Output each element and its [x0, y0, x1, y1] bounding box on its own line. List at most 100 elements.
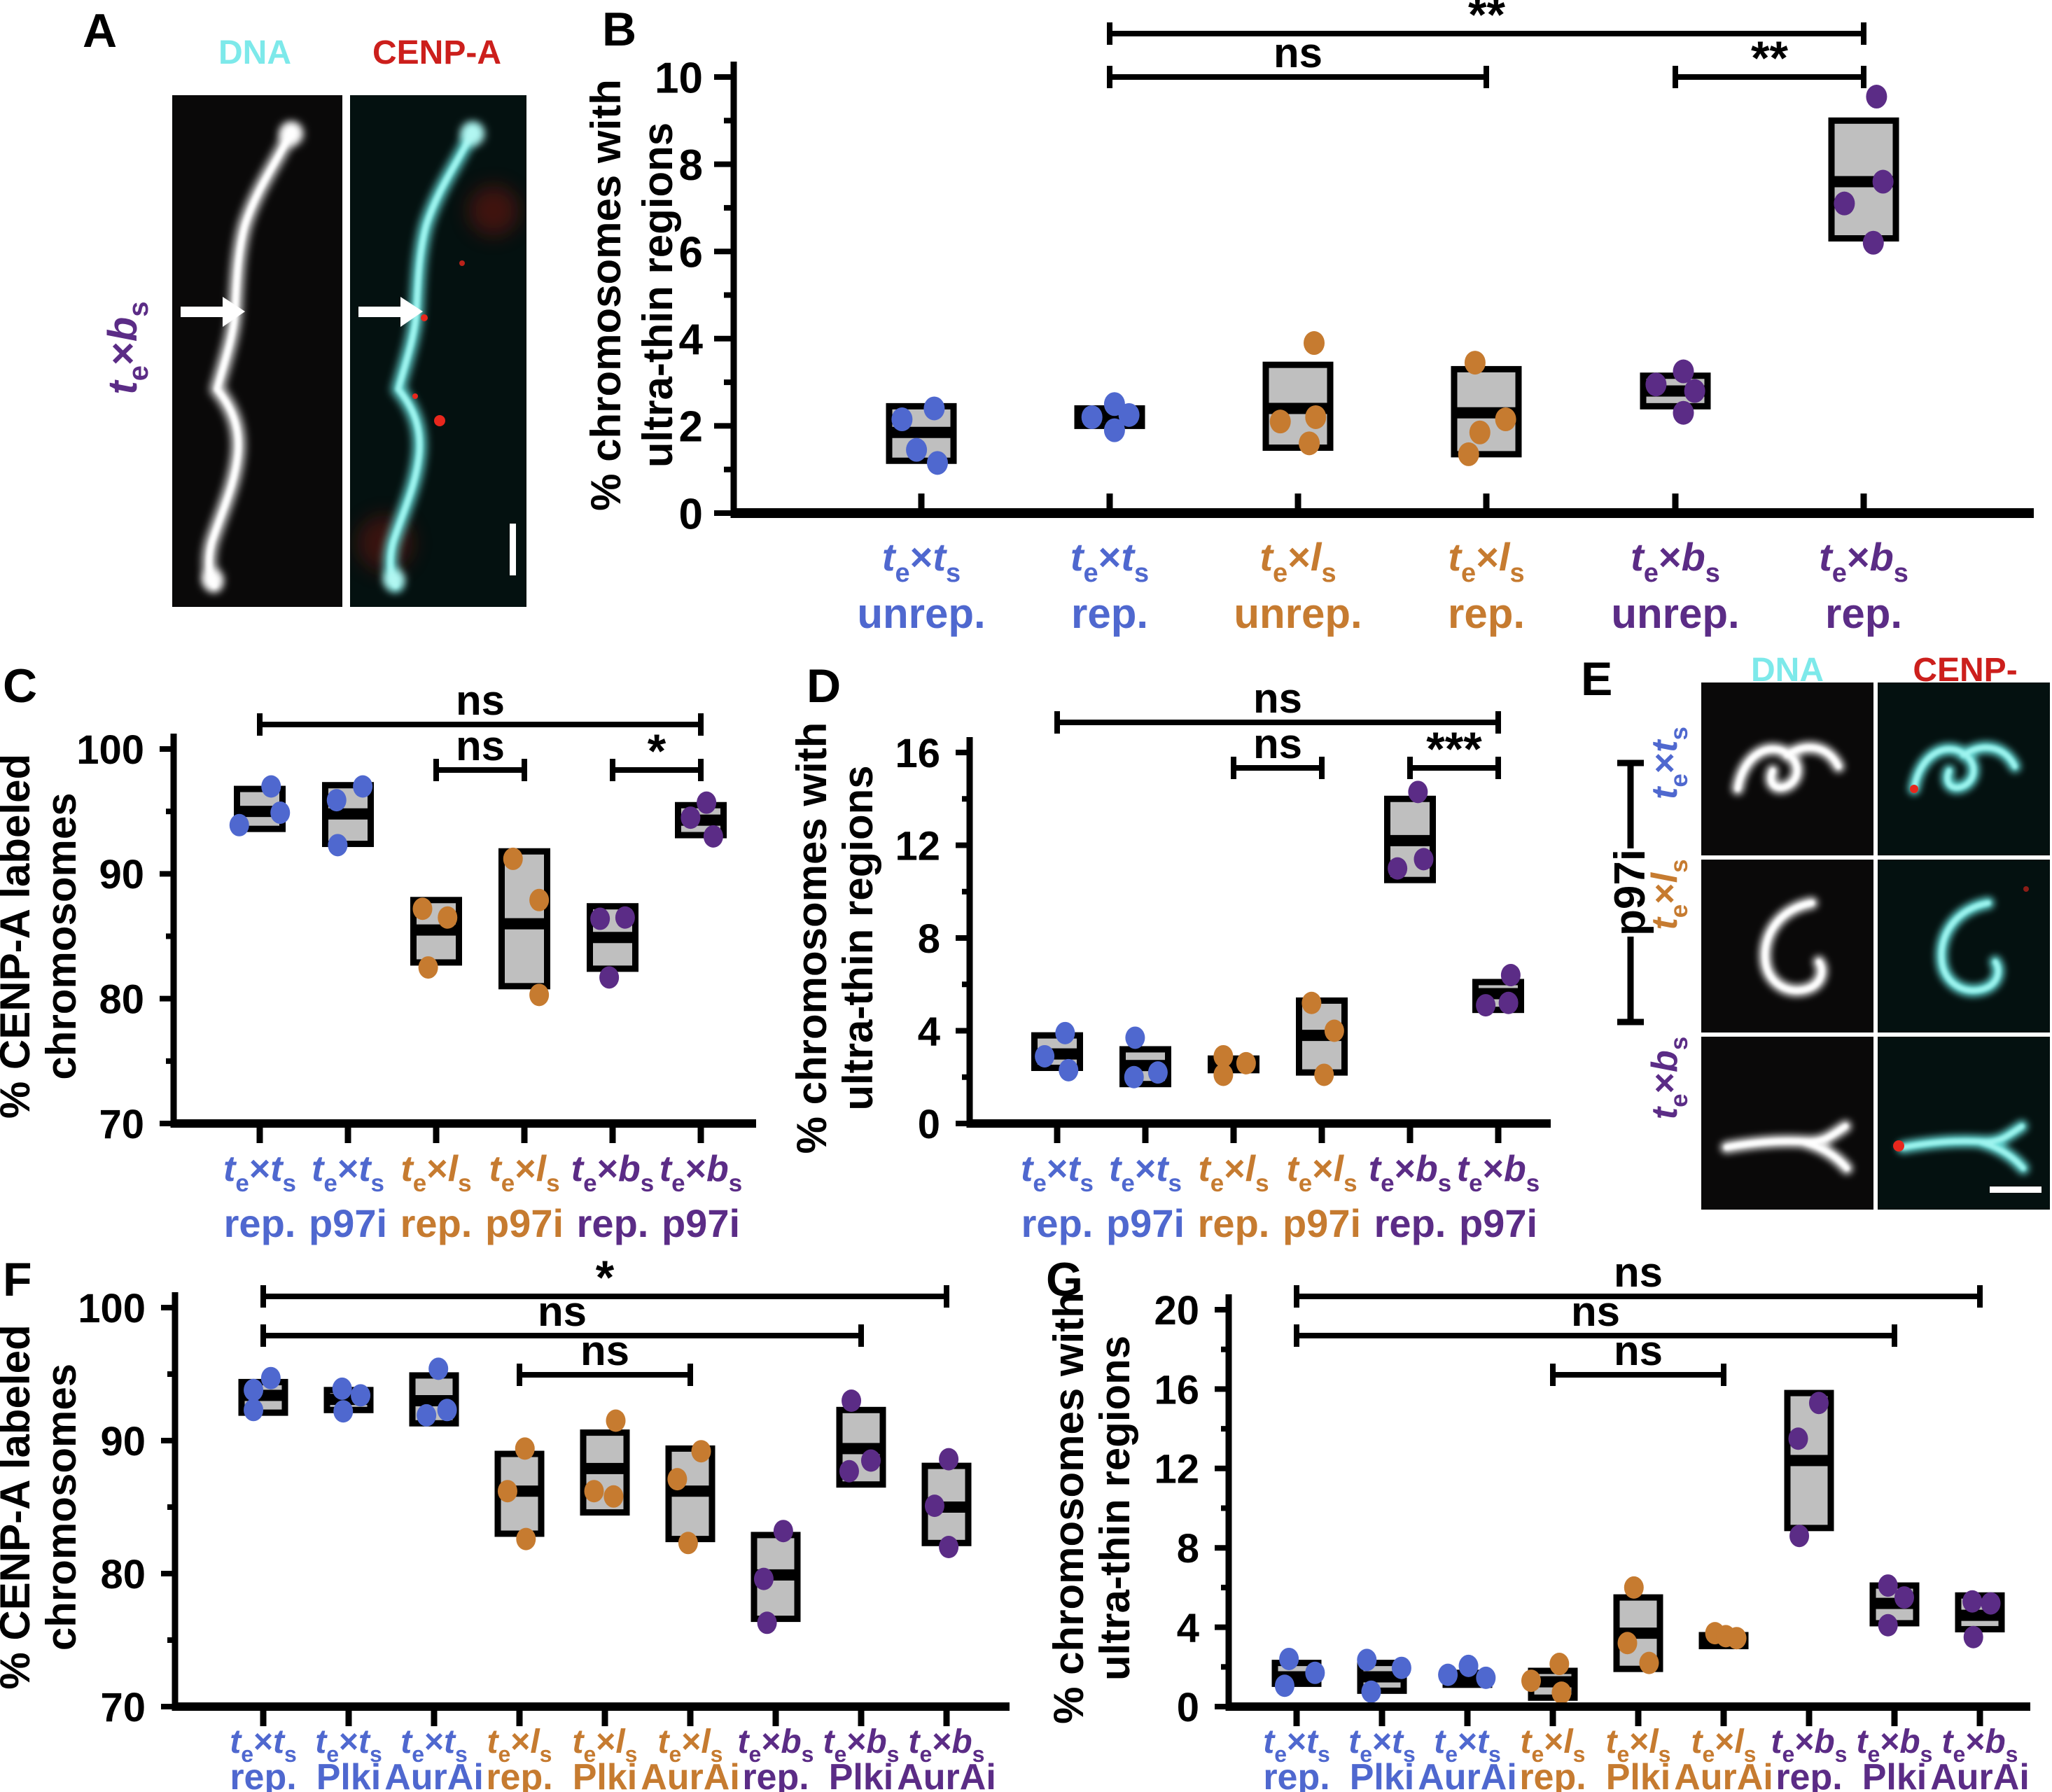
panel-e-micrograph-row2-cenpa [1878, 860, 2050, 1032]
data-point [1639, 1651, 1659, 1674]
data-point [606, 1409, 626, 1432]
x-tick-label-treatment: unrep. [1234, 590, 1362, 637]
data-point [1878, 1614, 1898, 1637]
panel-e-row-label: te×ts [1645, 727, 1693, 799]
x-tick-label-treatment: p97i [1106, 1201, 1185, 1245]
y-tick-label: 80 [100, 1552, 146, 1597]
data-point [773, 1520, 793, 1543]
data-point [1789, 1525, 1810, 1548]
y-axis-label-line2: chromosomes [38, 1364, 85, 1651]
median-line [587, 932, 638, 944]
data-point [615, 906, 635, 929]
x-tick-label-formula: te×bs [1819, 535, 1908, 588]
sig-label: ns [1273, 29, 1322, 76]
panel-e-micrograph-row3-cenpa [1878, 1037, 2050, 1210]
data-point [1299, 431, 1320, 456]
data-point [599, 966, 620, 989]
sig-label: ns [580, 1327, 629, 1374]
panel-a-side-label: te×bs [100, 301, 154, 394]
y-tick-label: 100 [76, 727, 144, 773]
data-point [924, 1494, 944, 1518]
x-tick-label-treatment: AurAi [1418, 1757, 1517, 1792]
data-point [667, 1468, 688, 1491]
x-tick-label-treatment: Plki [829, 1757, 894, 1792]
panel-c-letter: C [3, 659, 38, 713]
x-tick-label-treatment: AurAi [897, 1757, 996, 1792]
data-point [1862, 230, 1884, 255]
y-tick-label: 70 [100, 1685, 146, 1730]
data-point [497, 1480, 517, 1503]
scale-bar [1990, 1186, 2041, 1193]
panel-e-micrograph-row1-dna [1701, 682, 1873, 855]
data-point [1521, 1670, 1541, 1693]
x-tick-label-treatment: rep. [1021, 1201, 1094, 1245]
data-point [1118, 402, 1140, 427]
median-line [1785, 1455, 1833, 1466]
panel-e-letter: E [1581, 652, 1613, 706]
data-point [229, 813, 249, 836]
data-point [1495, 407, 1516, 432]
data-point [939, 1536, 959, 1558]
x-tick-label-formula: te×ts [400, 1723, 468, 1767]
x-tick-label-formula: te×ts [1434, 1723, 1501, 1767]
data-point [260, 1366, 281, 1390]
chromosome-image [1701, 1037, 1873, 1210]
median-line [837, 1443, 885, 1455]
x-tick-label-formula: te×ts [223, 1149, 296, 1197]
y-axis-label-line2: chromosomes [38, 792, 85, 1079]
data-point [1684, 379, 1705, 403]
x-tick-label-formula: te×ls [1606, 1723, 1671, 1767]
x-tick-label-formula: te×ts [315, 1723, 382, 1767]
data-point [1269, 410, 1291, 434]
median-line [499, 918, 550, 930]
y-tick-label: 100 [78, 1286, 146, 1331]
x-tick-label-formula: te×ls [1691, 1723, 1757, 1767]
sig-label: ns [1253, 675, 1302, 722]
y-axis-label-line1: % CENP-A labeled [0, 1324, 39, 1689]
sig-label: ** [1468, 0, 1505, 41]
data-point [906, 438, 928, 462]
chromosome-shape-core [1911, 745, 2018, 792]
data-point [1464, 351, 1486, 375]
data-point [328, 834, 348, 857]
y-tick-label: 8 [679, 141, 703, 190]
x-tick-label-formula: te×ls [1521, 1723, 1586, 1767]
data-point [1361, 1680, 1381, 1703]
x-tick-label-formula: te×ts [1070, 535, 1149, 588]
x-tick-label-formula: te×ls [400, 1149, 471, 1197]
data-point [412, 897, 433, 920]
median-line [323, 808, 373, 820]
x-tick-label-formula: te×ls [489, 1149, 559, 1197]
x-tick-label-treatment: rep. [486, 1757, 552, 1792]
cenpa-focus [1893, 1140, 1904, 1152]
y-axis-label-line2: ultra-thin regions [1091, 1336, 1138, 1681]
x-tick-label-formula: te×bs [738, 1723, 814, 1767]
x-tick-label-treatment: rep. [1374, 1201, 1446, 1245]
data-point [1147, 1061, 1168, 1084]
median-line [1385, 834, 1435, 846]
sig-label: ns [456, 677, 505, 724]
x-tick-label-treatment: p97i [662, 1201, 740, 1245]
y-tick-label: 16 [1154, 1367, 1199, 1413]
x-tick-label-formula: te×bs [1631, 535, 1720, 588]
x-tick-label-treatment: rep. [1071, 590, 1148, 637]
data-point [515, 1437, 535, 1460]
data-point [1866, 85, 1887, 109]
data-point [1549, 1653, 1570, 1676]
chromosome-image-cenpa [350, 95, 526, 607]
x-tick-label-treatment: Plki [1606, 1757, 1671, 1792]
sig-label: ns [1253, 720, 1302, 767]
data-point [1388, 857, 1408, 880]
x-tick-label-formula: te×bs [1857, 1723, 1933, 1767]
y-tick-label: 12 [1154, 1447, 1199, 1492]
data-point [1617, 1632, 1638, 1655]
panel-b-letter: B [602, 3, 637, 56]
sig-label: ns [1571, 1288, 1620, 1335]
data-point [1414, 848, 1434, 871]
y-axis-label-line1: % CENP-A labeled [0, 754, 39, 1119]
data-point [438, 906, 458, 929]
chromosome-shape-core [1762, 900, 1824, 993]
data-point [1213, 1044, 1234, 1068]
panel-e-micrograph-row1-cenpa [1878, 682, 2050, 855]
x-tick-label-formula: te×ls [1198, 1149, 1269, 1197]
